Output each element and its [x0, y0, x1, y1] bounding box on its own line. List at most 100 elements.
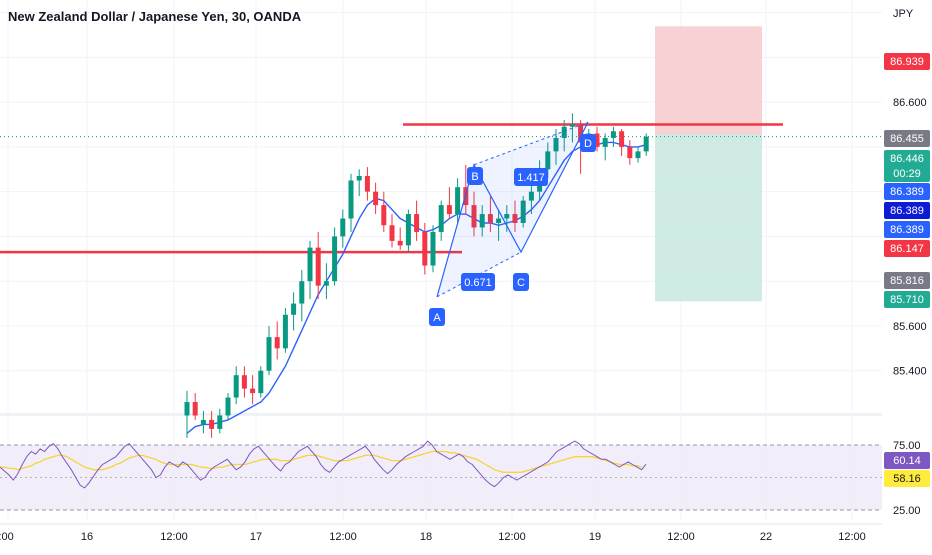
price-tag: 86.446	[890, 153, 924, 165]
candle-body	[610, 131, 616, 138]
candle-body	[627, 146, 633, 159]
candle-body	[520, 200, 526, 224]
candle-body	[340, 218, 346, 237]
candle-body	[422, 231, 428, 266]
price-tick: 85.600	[893, 321, 927, 333]
pattern-label-d-bg	[580, 134, 596, 152]
harmonic-pattern[interactable]: A B C D 0.671 1.417	[429, 121, 596, 326]
rsi-tag-bg	[884, 470, 930, 487]
take-profit-zone	[655, 134, 762, 302]
candle-body	[266, 337, 272, 371]
pattern-ac-ratio-line	[436, 251, 522, 298]
price-tag-bg	[884, 272, 930, 289]
pattern-label-a: A	[433, 312, 441, 324]
candle-body	[594, 133, 600, 147]
candle-body	[389, 225, 395, 241]
time-tick: 12:00	[667, 531, 695, 543]
candle-body	[397, 240, 403, 246]
rsi-tick: 25.00	[893, 505, 921, 517]
rsi-ma-line	[0, 450, 642, 473]
candle-body	[258, 370, 264, 394]
candle-body	[356, 176, 362, 181]
time-tick: 12:00	[498, 531, 526, 543]
candle-body	[299, 281, 305, 304]
candle-body	[430, 231, 436, 266]
pattern-legs	[436, 122, 589, 298]
price-tag-bg	[884, 240, 930, 257]
candle-body	[578, 124, 584, 143]
candle-body	[200, 419, 206, 425]
candle-body	[561, 126, 567, 138]
candle-body	[471, 205, 477, 228]
pattern-label-d: D	[584, 138, 592, 150]
candle-body	[217, 415, 223, 429]
candle-body	[504, 214, 510, 219]
candle-body	[250, 388, 256, 394]
pattern-ratio-bd: 1.417	[517, 172, 545, 184]
time-tick: 19	[589, 531, 601, 543]
candle-body	[373, 191, 379, 206]
price-tag-bg	[884, 183, 930, 200]
candle-body	[487, 214, 493, 224]
price-tag-bg	[884, 150, 930, 167]
symbol-title: New Zealand Dollar / Japanese Yen, 30, O…	[8, 9, 302, 24]
time-tick: 16	[81, 531, 93, 543]
price-tag: 86.939	[890, 56, 924, 68]
candle-body	[643, 136, 649, 152]
price-tag: 86.389	[890, 224, 924, 236]
candle-body	[381, 205, 387, 226]
pattern-label-b: B	[471, 171, 478, 183]
rsi-line	[0, 440, 647, 489]
price-tag-bg	[884, 202, 930, 219]
candle-body	[307, 247, 313, 282]
candle-body	[496, 218, 502, 224]
pattern-ratio-ab-bg	[461, 273, 495, 291]
candle-body	[274, 337, 280, 349]
candle-body	[348, 180, 354, 219]
pattern-ratio-ab: 0.671	[464, 277, 492, 289]
pattern-label-b-bg	[467, 167, 483, 185]
candle-body	[192, 402, 198, 416]
pattern-bd-ratio-line	[473, 121, 589, 166]
price-tag: 86.147	[890, 243, 924, 255]
price-tag-bg	[884, 165, 930, 182]
price-tick: 85.400	[893, 366, 927, 378]
candle-body	[282, 314, 288, 349]
price-tag-bg	[884, 53, 930, 70]
horizontal-levels[interactable]	[0, 123, 783, 254]
candle-body	[438, 205, 444, 232]
rsi-tick: 75.00	[893, 440, 921, 452]
price-tick: 86.600	[893, 97, 927, 109]
rsi-tag-bg	[884, 452, 930, 469]
candle-body	[602, 137, 608, 147]
position-tool[interactable]	[0, 26, 882, 302]
currency-label: JPY	[893, 8, 914, 20]
candle-body	[569, 124, 575, 127]
rsi-tag: 58.16	[893, 473, 921, 485]
price-tag: 85.816	[890, 275, 924, 287]
candle-body	[241, 375, 247, 389]
candle-body	[619, 131, 625, 147]
price-tag-bg	[884, 130, 930, 147]
stop-loss-zone	[655, 26, 762, 135]
time-tick: 12:00	[0, 531, 14, 543]
candle-body	[405, 214, 411, 246]
pattern-ratio-bd-bg	[514, 168, 548, 186]
pattern-label-c: C	[517, 277, 525, 289]
candle-body	[323, 281, 329, 286]
pattern-fill	[437, 164, 521, 297]
pattern-fill	[474, 122, 588, 253]
price-tag-bg	[884, 221, 930, 238]
candle-body	[528, 191, 534, 201]
candle-body	[225, 397, 231, 416]
pattern-label-a-bg	[429, 308, 445, 326]
candle-body	[635, 151, 641, 159]
candle-body	[553, 137, 559, 152]
time-tick: 12:00	[160, 531, 188, 543]
time-tick: 12:00	[838, 531, 866, 543]
pattern-label-c-bg	[513, 273, 529, 291]
candle-body	[233, 375, 239, 398]
time-tick: 17	[250, 531, 262, 543]
